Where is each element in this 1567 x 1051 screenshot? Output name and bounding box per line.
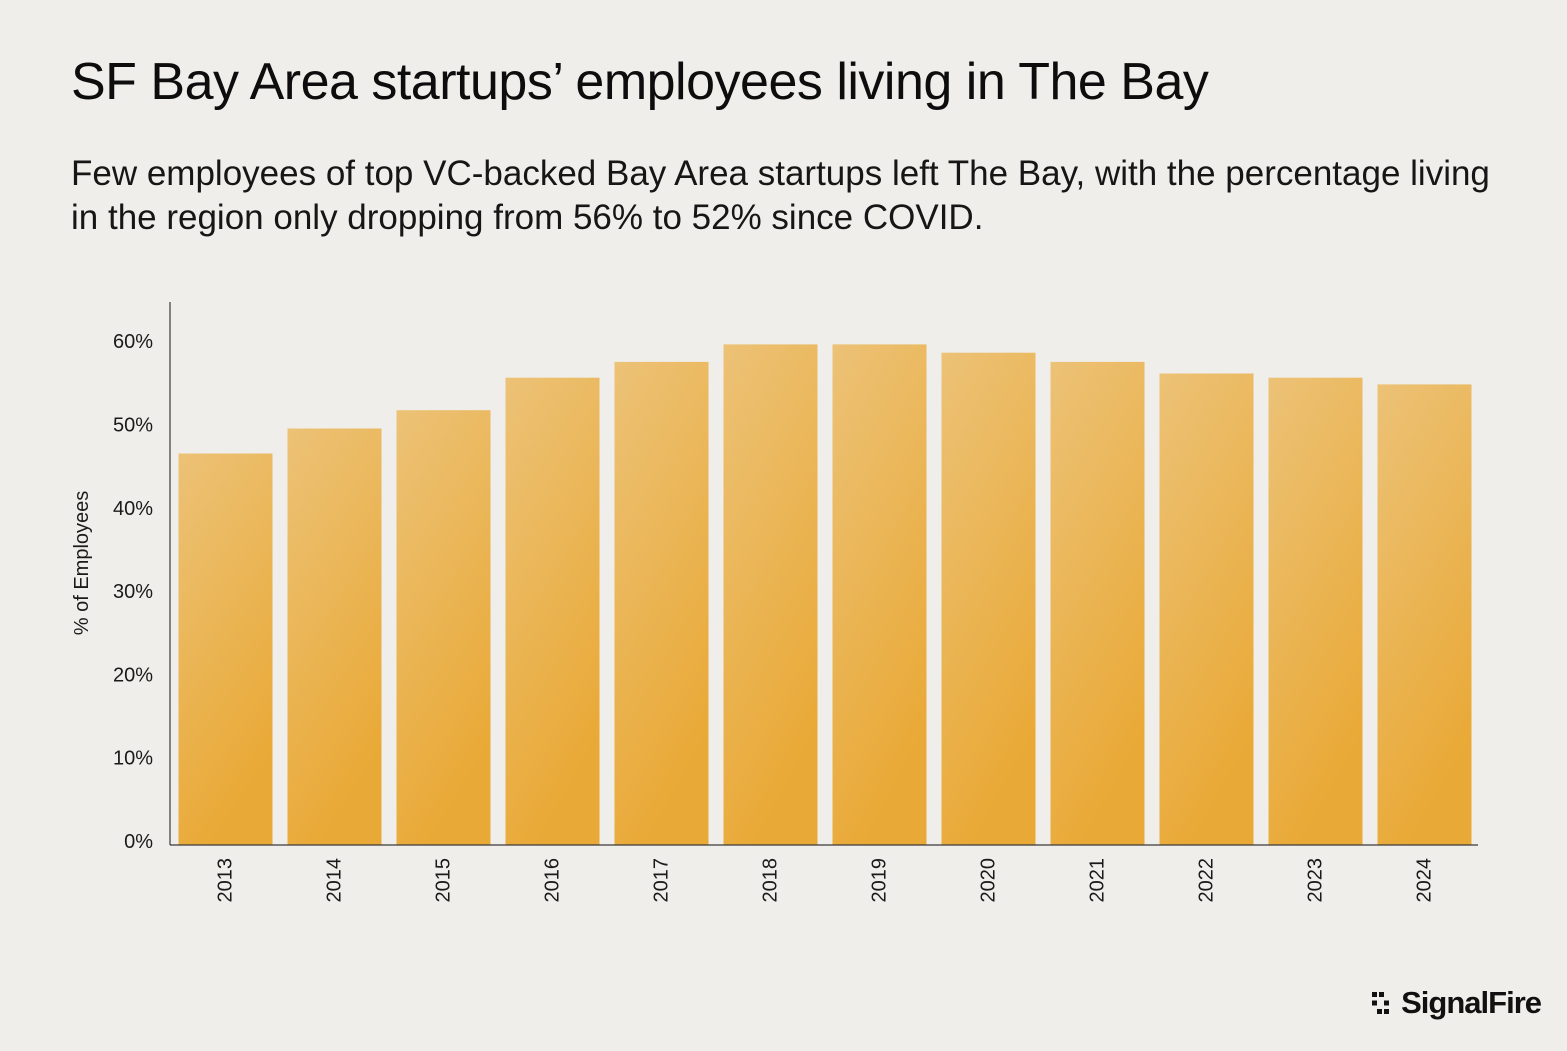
x-tick-label: 2016	[542, 858, 564, 903]
y-axis-title: % of Employees	[71, 491, 93, 636]
x-axis-ticks: 2013 2014 2015 2016 2017 2018 2019 2020 2021 2022…	[215, 858, 1436, 903]
y-tick-label: 0%	[124, 831, 153, 853]
y-tick-label: 10%	[113, 748, 153, 770]
bar-2020	[941, 352, 1036, 845]
bar-2015	[396, 410, 491, 845]
x-tick-label: 2022	[1196, 858, 1218, 903]
signalfire-logo-icon	[1372, 992, 1390, 1014]
bar-2022	[1159, 373, 1254, 845]
bar-2013	[178, 453, 273, 845]
bar-2017	[614, 361, 709, 845]
x-tick-label: 2013	[215, 858, 237, 903]
chart-subtitle: Few employees of top VC-backed Bay Area …	[71, 154, 1490, 237]
x-tick-label: 2019	[869, 858, 891, 903]
x-tick-label: 2018	[760, 858, 782, 903]
y-tick-label: 50%	[113, 415, 153, 437]
signalfire-logo: SignalFire	[1370, 985, 1542, 1021]
x-tick-label: 2024	[1414, 858, 1436, 903]
x-tick-label: 2021	[1087, 858, 1109, 903]
bar-2014	[287, 428, 382, 845]
x-tick-label: 2023	[1305, 858, 1327, 903]
y-tick-label: 60%	[113, 331, 153, 353]
bar-2019	[832, 344, 927, 845]
signalfire-logo-text: SignalFire	[1401, 985, 1542, 1020]
y-tick-label: 40%	[113, 498, 153, 520]
bar-2021	[1050, 361, 1145, 845]
bar-2016	[505, 377, 600, 845]
y-tick-label: 20%	[113, 664, 153, 686]
chart-title: SF Bay Area startups’ employees living i…	[71, 53, 1209, 111]
x-tick-label: 2020	[978, 858, 1000, 903]
y-tick-label: 30%	[113, 581, 153, 603]
x-tick-label: 2015	[433, 858, 455, 903]
bars-group	[178, 344, 1472, 845]
x-tick-label: 2014	[324, 858, 346, 903]
y-axis-ticks: 0% 10% 20% 30% 40% 50% 60%	[113, 331, 153, 853]
bar-2024	[1377, 384, 1472, 845]
x-tick-label: 2017	[651, 858, 673, 903]
bar-2018	[723, 344, 818, 845]
bar-2023	[1268, 377, 1363, 845]
